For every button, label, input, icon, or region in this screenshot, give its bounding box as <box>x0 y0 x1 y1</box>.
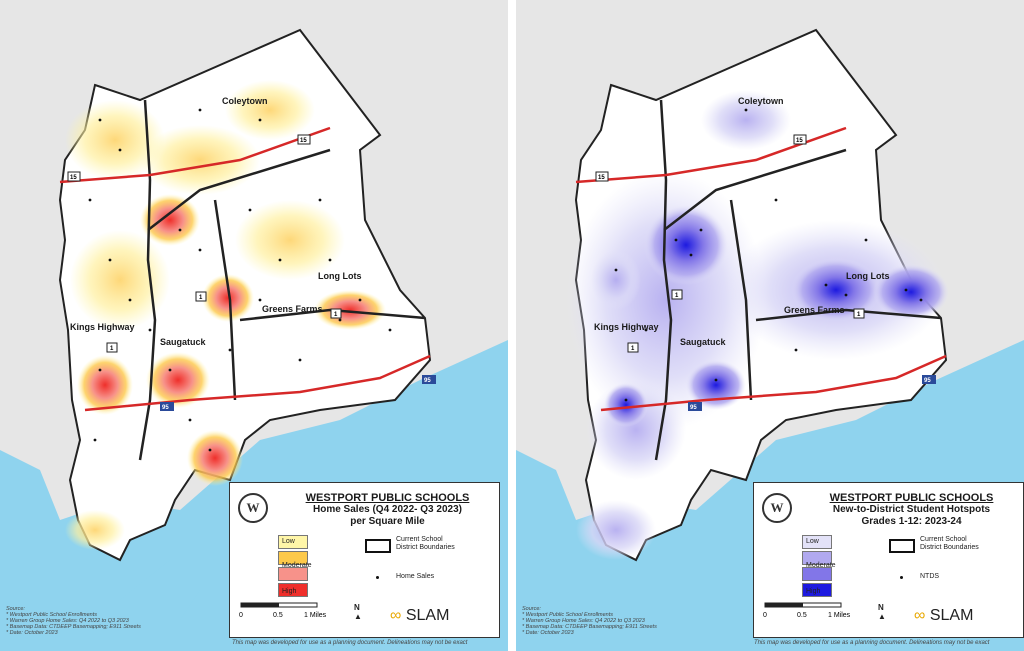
place-label-coleytown: Coleytown <box>222 96 268 106</box>
home-sales-map-panel: Coleytown Long Lots Greens Farms Kings H… <box>0 0 508 651</box>
place-label-long-lots: Long Lots <box>318 271 362 281</box>
svg-text:1: 1 <box>857 312 861 318</box>
ntds-hotspots-map-panel: Coleytown Long Lots Greens Farms Kings H… <box>516 0 1024 651</box>
place-label-greens-farms: Greens Farms <box>784 305 845 315</box>
legend-swatch-moderate <box>802 551 832 565</box>
svg-text:1: 1 <box>675 293 679 299</box>
slam-logo: ∞ SLAM <box>390 607 450 624</box>
svg-text:95: 95 <box>690 405 697 411</box>
svg-text:0: 0 <box>763 612 767 619</box>
legend-point-symbol <box>376 576 379 579</box>
legend-boundary-symbol <box>889 539 915 553</box>
legend-swatch-low <box>278 535 308 549</box>
place-label-saugatuck: Saugatuck <box>680 337 727 347</box>
place-label-coleytown: Coleytown <box>738 96 784 106</box>
svg-text:1 Miles: 1 Miles <box>304 612 327 619</box>
scale-bar: 0 0.5 1 Miles <box>239 602 327 619</box>
legend-swatch-high <box>802 583 832 597</box>
svg-text:1: 1 <box>199 295 203 301</box>
legend-boundary-label: Current School District Boundaries <box>920 536 979 551</box>
legend-title: WESTPORT PUBLIC SCHOOLS New-to-District … <box>829 492 994 527</box>
disclaimer: This map was developed for use as a plan… <box>232 640 468 646</box>
svg-text:0.5: 0.5 <box>797 612 807 619</box>
svg-text:95: 95 <box>924 378 931 384</box>
legend-points-label: Home Sales <box>396 573 435 580</box>
place-label-kings-highway: Kings Highway <box>594 322 659 332</box>
home-sales-legend: W WESTPORT PUBLIC SCHOOLS Home Sales (Q4… <box>229 482 500 638</box>
route-15-highway <box>59 126 331 184</box>
legend-boundary-label: Current School District Boundaries <box>396 536 455 551</box>
i95-highway <box>600 354 947 412</box>
svg-text:0.5: 0.5 <box>273 612 283 619</box>
legend-swatch-low <box>802 535 832 549</box>
district-boundary <box>654 99 673 461</box>
district-boundary <box>138 99 157 461</box>
svg-text:0: 0 <box>239 612 243 619</box>
svg-text:95: 95 <box>162 405 169 411</box>
svg-text:15: 15 <box>70 175 77 181</box>
svg-text:1: 1 <box>334 312 338 318</box>
slam-logo: ∞ SLAM <box>914 607 974 624</box>
home-sales-points <box>88 108 392 452</box>
route-shields: 15 15 1 1 1 95 95 <box>595 134 936 411</box>
legend-points-label: NTDS <box>920 573 940 580</box>
legend-swatch-moderate-high <box>802 567 832 581</box>
disclaimer: This map was developed for use as a plan… <box>754 640 990 646</box>
scale-bar: 0 0.5 1 Miles <box>763 602 851 619</box>
north-arrow-icon: N ▲ <box>878 603 886 621</box>
svg-text:95: 95 <box>424 378 431 384</box>
route-shields: 15 15 1 1 1 95 95 <box>67 134 436 411</box>
place-label-long-lots: Long Lots <box>846 271 890 281</box>
place-label-saugatuck: Saugatuck <box>160 337 207 347</box>
svg-text:1: 1 <box>110 346 114 352</box>
legend-swatch-high <box>278 583 308 597</box>
place-label-kings-highway: Kings Highway <box>70 322 135 332</box>
source-note: Source: * Westport Public School Enrollme… <box>522 606 657 636</box>
svg-text:15: 15 <box>796 138 803 144</box>
legend-boundary-symbol <box>365 539 391 553</box>
svg-text:15: 15 <box>598 175 605 181</box>
school-seal-logo: W <box>238 493 268 523</box>
north-arrow-icon: N ▲ <box>354 603 362 621</box>
ntds-legend: W WESTPORT PUBLIC SCHOOLS New-to-Distric… <box>753 482 1024 638</box>
legend-point-symbol <box>900 576 903 579</box>
place-label-greens-farms: Greens Farms <box>262 304 323 314</box>
svg-text:1: 1 <box>631 346 635 352</box>
svg-text:15: 15 <box>300 138 307 144</box>
i95-highway <box>84 354 431 412</box>
legend-swatch-moderate <box>278 551 308 565</box>
legend-swatch-moderate-high <box>278 567 308 581</box>
school-seal-logo: W <box>762 493 792 523</box>
source-note: Source: * Westport Public School Enrollme… <box>6 606 141 636</box>
svg-text:1 Miles: 1 Miles <box>828 612 851 619</box>
ntds-points <box>614 108 923 402</box>
legend-title: WESTPORT PUBLIC SCHOOLS Home Sales (Q4 2… <box>305 492 470 527</box>
